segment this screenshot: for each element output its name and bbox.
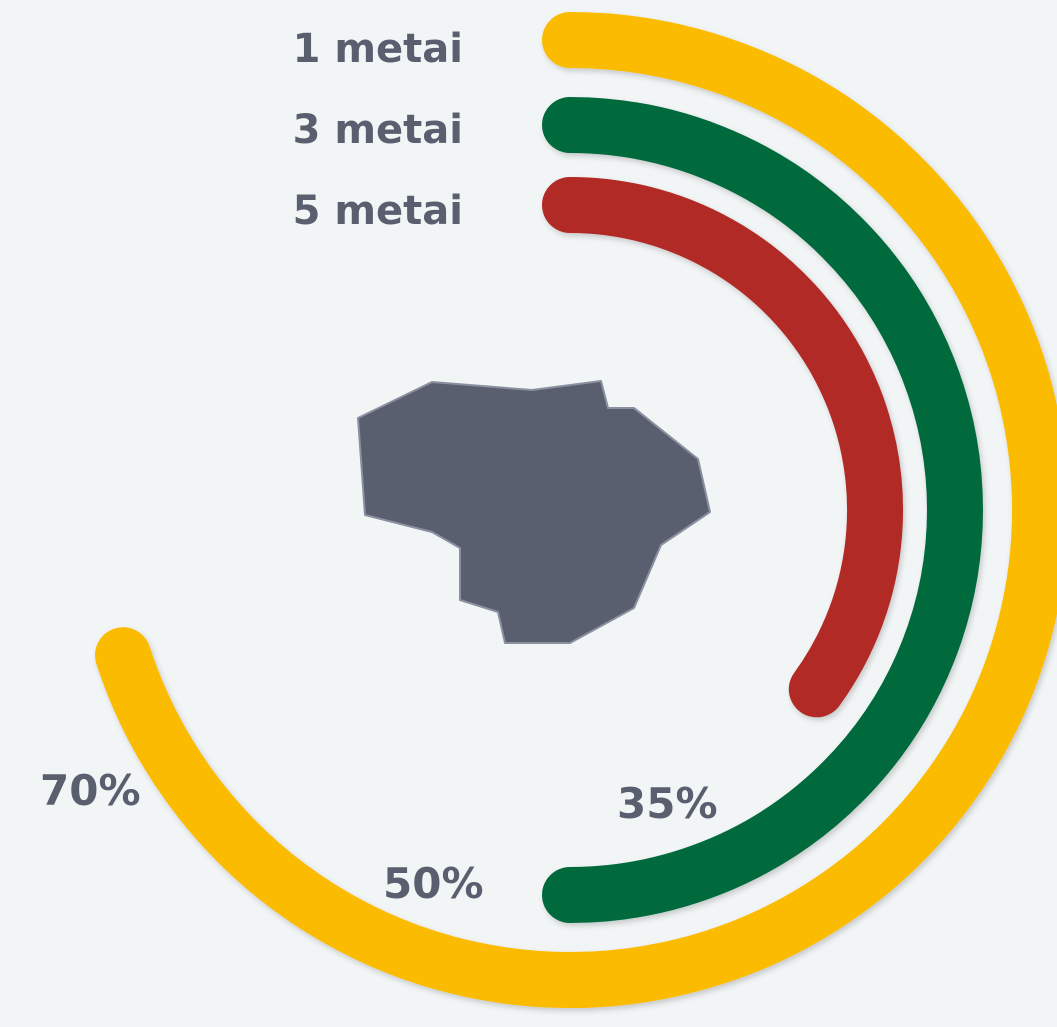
series-label-1-metai: 1 metai: [293, 26, 463, 72]
series-label-3-metai: 3 metai: [293, 107, 463, 153]
value-label-1-metai: 70%: [40, 766, 141, 815]
lithuania-map-icon: [358, 381, 710, 643]
series-label-5-metai: 5 metai: [293, 188, 463, 234]
value-label-3-metai: 50%: [383, 859, 484, 908]
value-label-5-metai: 35%: [617, 779, 718, 828]
